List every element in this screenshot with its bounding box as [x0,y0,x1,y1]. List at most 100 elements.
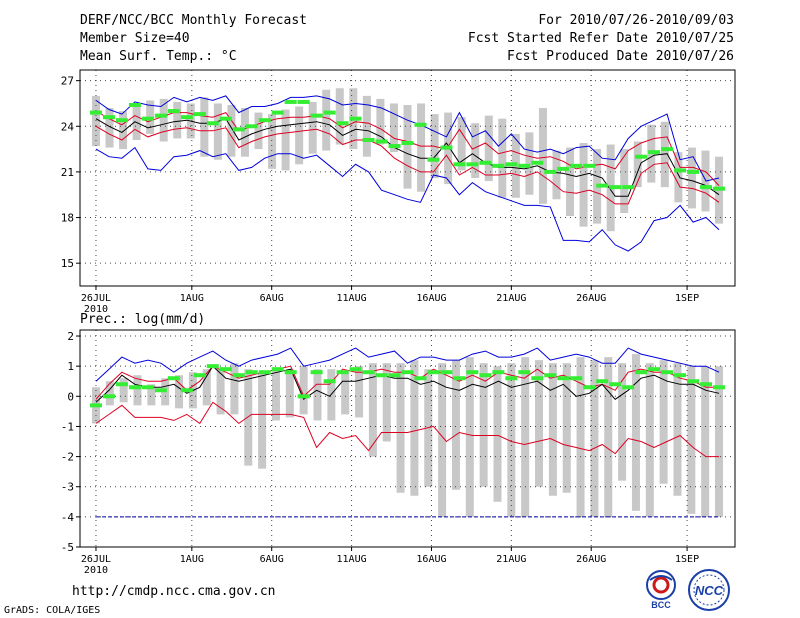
spread-box-0-22 [389,103,398,153]
spread-box-1-9 [216,369,225,415]
spread-box-1-4 [147,384,156,406]
panel-frame-1 [79,329,736,548]
spread-box-1-22 [396,363,405,493]
ytick-label-1-4: -1 [61,420,74,433]
spread-box-0-36 [579,143,588,227]
spread-box-1-8 [202,369,211,406]
ytick-label-1-3: -2 [61,451,74,464]
ytick-label-0-1: 18 [61,212,74,225]
spread-box-1-12 [258,372,267,469]
spread-box-1-28 [479,363,488,487]
spread-box-0-23 [403,104,412,189]
spread-box-1-31 [521,357,530,517]
xtick-label-0-4-0: 16AUG [416,293,446,304]
spread-box-1-29 [493,366,502,502]
spread-box-0-39 [620,149,629,213]
spread-box-1-40 [645,363,654,517]
spread-box-1-23 [410,360,419,496]
spread-box-0-21 [376,98,385,145]
ytick-label-0-0: 15 [61,257,74,270]
spread-box-0-33 [538,108,547,204]
spread-box-0-13 [268,114,277,169]
spread-box-1-20 [368,363,377,457]
spread-box-0-1 [105,108,114,148]
xtick-label-0-0-0: 26JUL [81,293,111,304]
footer-url[interactable]: http://cmdp.ncc.cma.gov.cn [72,584,276,599]
xtick-label-0-7-0: 1SEP [675,293,699,304]
xtick-label-1-6-0: 26AUG [576,554,606,565]
spread-box-1-45 [715,366,724,517]
spread-box-0-17 [322,89,331,151]
spread-box-0-35 [566,147,575,217]
spread-box-0-44 [687,147,696,209]
spread-box-1-11 [244,369,253,466]
xtick-label-1-1-0: 1AUG [180,554,204,565]
ytick-label-0-4: 27 [61,75,74,88]
spread-box-0-11 [240,108,249,157]
xtick-label-1-7-0: 1SEP [675,554,699,565]
spread-box-0-14 [281,109,290,171]
xtick-label-0-5-0: 21AUG [496,293,526,304]
ncc-logo: NCC [688,569,730,611]
ytick-label-1-5: 0 [67,390,74,403]
ytick-label-0-2: 21 [61,166,74,179]
xtick-label-1-2-0: 6AUG [260,554,284,565]
spread-box-0-10 [227,104,236,157]
panel-frame-0 [79,69,736,287]
series-max-0 [95,95,720,182]
spread-box-0-12 [254,112,263,150]
spread-box-1-26 [451,360,460,490]
chart-title: DERF/NCC/BCC Monthly Forecast [80,13,307,28]
spread-box-1-25 [438,363,447,517]
ncc-logo-text: NCC [695,583,724,598]
ytick-label-1-2: -3 [61,481,74,494]
spread-box-1-32 [535,360,544,487]
bcc-logo: BCC [646,570,676,610]
series-mean-1 [95,365,720,403]
spread-box-1-14 [285,369,294,418]
xtick-label-1-0-0: 26JUL [81,554,111,565]
spread-box-1-37 [604,357,613,517]
series-min-0 [95,146,720,252]
spread-box-0-5 [159,98,168,142]
spread-box-1-10 [230,363,239,415]
spread-box-0-40 [633,141,642,188]
spread-box-0-2 [119,111,128,150]
spread-box-1-35 [576,357,585,517]
spread-box-1-18 [341,372,350,415]
produced-date: Fcst Produced Date 2010/07/26 [507,49,734,64]
ytick-label-0-3: 24 [61,120,75,133]
precip-label: Prec.: log(mm/d) [80,312,206,327]
xtick-label-0-1-0: 1AUG [180,293,204,304]
xtick-label-1-3-0: 11AUG [337,554,367,565]
spread-box-0-43 [674,152,683,203]
spread-box-1-13 [271,369,280,421]
series-meansd-0 [95,125,720,205]
series-mean-0 [95,118,720,197]
spread-box-1-34 [562,363,571,493]
xtick-label-0-3-0: 11AUG [337,293,367,304]
ytick-label-1-6: 1 [67,360,74,373]
spread-box-1-39 [631,354,640,511]
spread-box-0-29 [484,115,493,182]
series-max-1 [95,347,720,382]
member-size: Member Size=40 [80,31,190,46]
grads-credit: GrADS: COLA/IGES [4,605,101,616]
spread-box-1-6 [175,375,184,409]
spread-box-1-1 [105,381,114,406]
spread-box-1-43 [687,366,696,514]
series-meansd-1 [95,401,719,458]
spread-box-1-3 [133,375,142,406]
spread-box-1-27 [465,357,474,517]
spread-box-1-33 [548,363,557,496]
variable-label: Mean Surf. Temp.: °C [80,49,237,64]
started-date: Fcst Started Refer Date 2010/07/25 [467,31,734,46]
spread-box-1-41 [659,360,668,484]
xtick-label-0-0-1: 2010 [84,304,108,315]
spread-box-0-18 [335,88,344,145]
xtick-label-1-4-0: 16AUG [416,554,446,565]
xtick-label-1-5-0: 21AUG [496,554,526,565]
spread-box-1-21 [382,363,391,442]
spread-box-0-32 [525,132,534,195]
